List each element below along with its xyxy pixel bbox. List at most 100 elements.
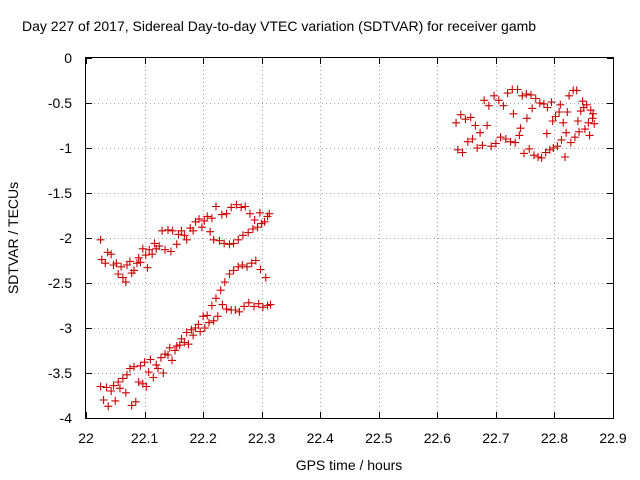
data-point [575, 127, 584, 136]
data-point [247, 259, 256, 268]
data-point [209, 235, 218, 244]
data-point [585, 131, 594, 140]
data-point [175, 341, 184, 350]
data-point [499, 101, 508, 110]
data-point [452, 118, 461, 127]
data-point [180, 231, 189, 240]
data-point [509, 109, 518, 118]
data-point [566, 138, 575, 147]
data-point [203, 212, 212, 221]
data-point [238, 261, 247, 269]
data-point [522, 90, 531, 98]
data-point [222, 305, 231, 314]
data-point [453, 145, 462, 154]
data-point [487, 142, 496, 151]
data-point [549, 144, 558, 152]
data-point [122, 370, 131, 379]
data-point [560, 153, 569, 161]
data-point [511, 138, 520, 147]
data-point [551, 112, 560, 121]
data-point [245, 209, 254, 218]
data-point [163, 225, 172, 234]
data-point [211, 202, 220, 211]
data-point [217, 210, 226, 219]
x-axis-title: GPS time / hours [296, 457, 403, 473]
data-point [131, 397, 140, 406]
data-point [229, 239, 238, 248]
data-point [562, 128, 571, 137]
data-point [588, 114, 597, 123]
data-point [555, 108, 564, 116]
data-point [182, 328, 191, 337]
data-point [478, 141, 487, 150]
data-point [256, 265, 265, 274]
data-point [127, 401, 136, 410]
data-point [142, 382, 151, 391]
data-point [534, 153, 543, 161]
data-point [125, 364, 134, 373]
data-point [197, 223, 206, 232]
x-tick-label: 22.4 [307, 430, 334, 446]
data-point [112, 259, 121, 268]
x-tick-label: 22.8 [541, 430, 568, 446]
data-point [580, 125, 589, 134]
data-point [156, 353, 165, 362]
data-point [155, 242, 164, 251]
data-point [140, 358, 149, 367]
data-point [548, 117, 557, 125]
data-point [461, 115, 470, 124]
axis-ticks: 22 22.1 22.2 22.3 22.4 22.5 22.6 22.7 22.8 22.9 0 -… [48, 50, 627, 446]
data-point [96, 382, 105, 391]
data-point [115, 384, 124, 393]
data-point [496, 133, 505, 142]
data-point [163, 351, 172, 359]
data-point [476, 128, 485, 137]
data-point [213, 312, 222, 321]
data-point [483, 121, 492, 130]
data-point [253, 223, 262, 232]
data-point [225, 270, 234, 278]
x-tick-label: 22.1 [131, 430, 158, 446]
data-point [130, 266, 139, 275]
data-point [501, 135, 510, 143]
data-point [248, 225, 257, 233]
data-point [136, 258, 145, 267]
data-point [535, 99, 544, 107]
data-point [258, 303, 267, 312]
data-point [250, 302, 259, 311]
data-point [216, 286, 225, 295]
data-point [168, 356, 177, 365]
data-point [516, 124, 525, 133]
data-point [471, 121, 480, 130]
data-point [180, 338, 189, 347]
y-tick-label: -1.5 [48, 185, 72, 201]
data-point [144, 368, 153, 377]
data-point [171, 346, 180, 355]
data-point [215, 236, 224, 245]
data-point [231, 306, 240, 314]
data-point [134, 253, 143, 262]
y-tick-label: -0.5 [48, 95, 72, 111]
data-point [136, 361, 145, 370]
y-tick-label: -4 [60, 410, 73, 426]
y-tick-label: -3 [60, 320, 73, 336]
y-axis-title: SDTVAR / TECUs [5, 182, 21, 294]
data-point [261, 273, 270, 282]
data-point [199, 312, 208, 321]
data-point [265, 209, 274, 218]
data-point [165, 343, 174, 352]
data-point [531, 94, 540, 103]
data-point [143, 263, 152, 272]
data-point [118, 374, 127, 383]
data-point [491, 139, 500, 148]
data-point [266, 300, 275, 309]
data-point [244, 228, 253, 237]
x-tick-label: 22.3 [248, 430, 275, 446]
data-point [107, 250, 116, 259]
data-point [218, 300, 227, 309]
data-point [152, 360, 161, 369]
data-point [473, 144, 482, 152]
data-point [528, 104, 537, 113]
x-tick-label: 22.6 [424, 430, 451, 446]
